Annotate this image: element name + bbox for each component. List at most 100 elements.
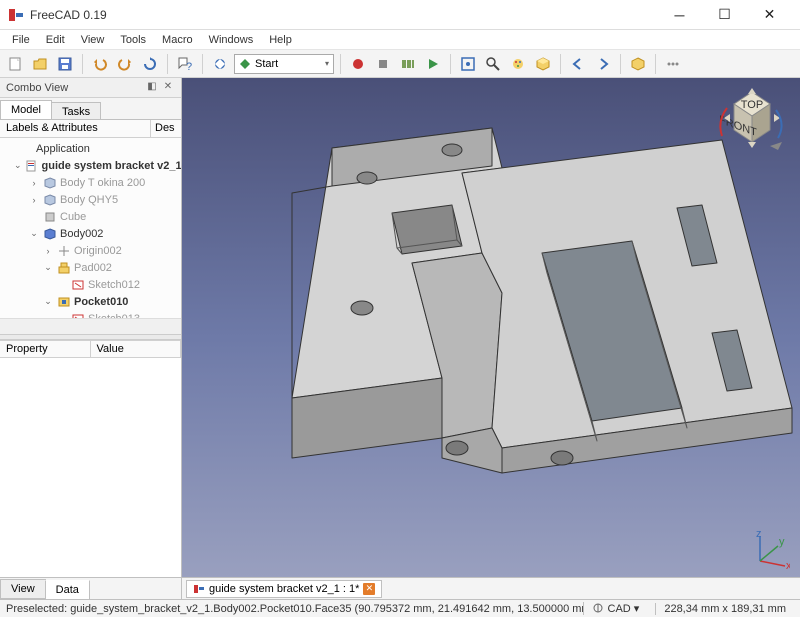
tree-row[interactable]: ⌄ Pocket010	[0, 293, 181, 310]
box-icon[interactable]	[627, 53, 649, 75]
tree-row[interactable]: Sketch013	[0, 310, 181, 318]
tree-toggle-icon[interactable]: ⌄	[28, 228, 40, 239]
workbench-selector[interactable]: Start	[234, 54, 334, 74]
tree-node-icon	[25, 159, 39, 173]
tree-node-label: Pad002	[74, 262, 112, 274]
toolbar-sep	[202, 54, 203, 74]
window-controls: ─ ☐ ✕	[657, 1, 792, 29]
macros-icon[interactable]	[397, 53, 419, 75]
svg-text:y: y	[779, 536, 785, 548]
tree-node-icon	[43, 176, 57, 190]
menu-file[interactable]: File	[4, 32, 38, 48]
menu-tools[interactable]: Tools	[112, 32, 154, 48]
tree-header-desc[interactable]: Des	[151, 120, 181, 137]
document-tab-close-icon[interactable]: ✕	[363, 583, 375, 595]
nav-fwd-icon[interactable]	[592, 53, 614, 75]
tree-toggle-icon[interactable]: ⌄	[14, 160, 22, 171]
toolbar-sep	[340, 54, 341, 74]
undo-icon[interactable]	[89, 53, 111, 75]
tree-hscroll[interactable]	[0, 318, 181, 334]
workbench-icon[interactable]	[209, 53, 231, 75]
property-area	[0, 358, 181, 577]
tree-row[interactable]: ⌄Body002	[0, 225, 181, 242]
refresh-icon[interactable]	[139, 53, 161, 75]
value-col[interactable]: Value	[91, 341, 182, 357]
minimize-button[interactable]: ─	[657, 1, 702, 29]
stop-icon[interactable]	[372, 53, 394, 75]
status-preselect: Preselected: guide_system_bracket_v2_1.B…	[6, 603, 583, 615]
menu-windows[interactable]: Windows	[201, 32, 262, 48]
toolbar-sep	[82, 54, 83, 74]
more-icon[interactable]	[662, 53, 684, 75]
record-icon[interactable]	[347, 53, 369, 75]
tree-row[interactable]: ›Origin002	[0, 242, 181, 259]
tree-node-icon	[57, 295, 71, 309]
tree-toggle-icon[interactable]: ⌄	[42, 262, 54, 273]
tree-node-label: Body QHY5	[60, 194, 118, 206]
close-button[interactable]: ✕	[747, 1, 792, 29]
tree-toggle-icon[interactable]: ›	[28, 195, 40, 205]
open-icon[interactable]	[29, 53, 51, 75]
svg-text:x: x	[786, 560, 790, 571]
model-tree[interactable]: Application⌄guide system bracket v2_1 › Bo…	[0, 138, 181, 318]
workbench-label: Start	[255, 58, 278, 70]
tree-toggle-icon[interactable]: ›	[42, 246, 54, 256]
tab-tasks[interactable]: Tasks	[51, 102, 101, 119]
nav-back-icon[interactable]	[567, 53, 589, 75]
tree-header-labels[interactable]: Labels & Attributes	[0, 120, 151, 137]
menu-bar: File Edit View Tools Macro Windows Help	[0, 30, 800, 50]
panel-close-icon[interactable]: ✕	[161, 81, 175, 95]
menu-macro[interactable]: Macro	[154, 32, 201, 48]
title-bar: FreeCAD 0.19 ─ ☐ ✕	[0, 0, 800, 30]
document-tab[interactable]: guide system bracket v2_1 : 1* ✕	[186, 580, 382, 598]
tree-node-label: Body T okina 200	[60, 177, 145, 189]
tree-row[interactable]: Cube	[0, 208, 181, 225]
tree-node-icon	[57, 244, 71, 258]
tree-node-icon	[19, 142, 33, 156]
tree-row[interactable]: › Body QHY5	[0, 191, 181, 208]
tree-toggle-icon[interactable]: ›	[28, 178, 40, 188]
tab-data[interactable]: Data	[45, 580, 90, 600]
tree-row[interactable]: ⌄guide system bracket v2_1	[0, 157, 181, 174]
tree-node-label: Pocket010	[74, 296, 128, 308]
maximize-button[interactable]: ☐	[702, 1, 747, 29]
tree-header: Labels & Attributes Des	[0, 120, 181, 138]
menu-edit[interactable]: Edit	[38, 32, 73, 48]
combo-tabs: Model Tasks	[0, 98, 181, 120]
bounding-icon[interactable]	[457, 53, 479, 75]
save-icon[interactable]	[54, 53, 76, 75]
main-area: Combo View ◧ ✕ Model Tasks Labels & Attr…	[0, 78, 800, 599]
3d-viewport[interactable]: TOP FRONT x z y	[182, 78, 800, 599]
tree-row[interactable]: Sketch012	[0, 276, 181, 293]
tree-row[interactable]: Application	[0, 140, 181, 157]
panel-title-bar: Combo View ◧ ✕	[0, 78, 181, 98]
tab-model[interactable]: Model	[0, 100, 52, 119]
tree-node-icon	[43, 193, 57, 207]
part-icon[interactable]	[532, 53, 554, 75]
menu-help[interactable]: Help	[261, 32, 300, 48]
toolbar-sep	[655, 54, 656, 74]
property-tabs: View Data	[0, 577, 181, 599]
tree-row[interactable]: › Body T okina 200	[0, 174, 181, 191]
document-tab-strip: guide system bracket v2_1 : 1* ✕	[182, 577, 800, 599]
property-col[interactable]: Property	[0, 341, 91, 357]
appearance-icon[interactable]	[507, 53, 529, 75]
measure-icon[interactable]	[482, 53, 504, 75]
play-icon[interactable]	[422, 53, 444, 75]
tree-node-icon	[43, 227, 57, 241]
toolbar-sep	[450, 54, 451, 74]
panel-float-icon[interactable]: ◧	[145, 81, 159, 95]
status-navstyle[interactable]: CAD ▾	[583, 602, 647, 615]
combo-view-panel: Combo View ◧ ✕ Model Tasks Labels & Attr…	[0, 78, 182, 599]
property-header: Property Value	[0, 340, 181, 358]
tree-row[interactable]: ⌄ Pad002	[0, 259, 181, 276]
menu-view[interactable]: View	[73, 32, 113, 48]
tree-toggle-icon[interactable]: ⌄	[42, 296, 54, 307]
redo-icon[interactable]	[114, 53, 136, 75]
new-icon[interactable]	[4, 53, 26, 75]
tree-node-icon	[43, 210, 57, 224]
navigation-cube[interactable]: TOP FRONT	[712, 86, 792, 166]
whatsthis-icon[interactable]: ?	[174, 53, 196, 75]
tab-view[interactable]: View	[0, 579, 46, 599]
axis-triad: x z y	[750, 531, 790, 571]
